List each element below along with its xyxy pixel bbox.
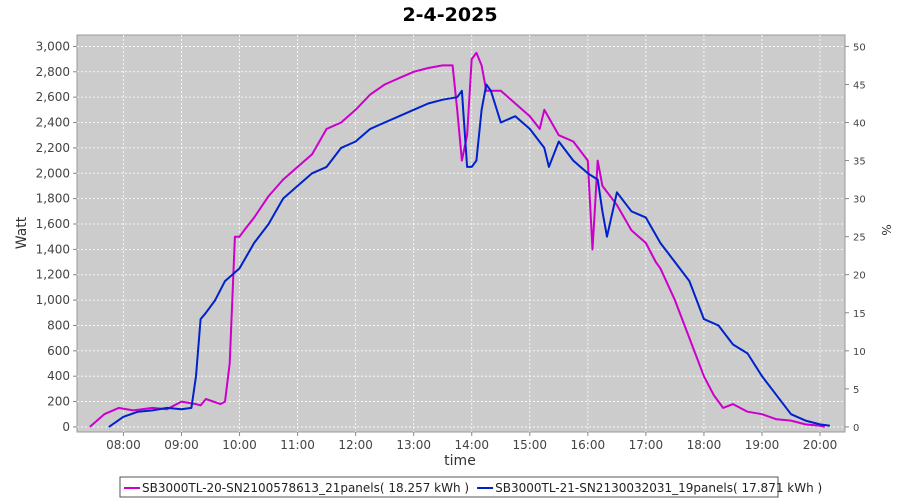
x-tick-label: 08:00 [106,438,141,452]
y2-tick-label: 40 [853,119,866,130]
series-line [89,51,825,428]
y-tick-label: 800 [47,318,70,332]
y-tick-label: 0 [62,420,70,434]
legend-label: SB3000TL-20-SN2100578613_21panels( 18.25… [142,481,469,495]
y-axis-label: Watt [14,216,30,249]
legend: SB3000TL-20-SN2100578613_21panels( 18.25… [119,476,822,498]
x-tick-label: 16:00 [571,438,606,452]
y2-axis-label: % [879,224,893,235]
y2-tick-label: 35 [853,157,866,168]
y-tick-label: 2,200 [36,141,70,155]
x-tick-label: 13:00 [396,438,431,452]
y-tick-label: 2,800 [36,65,70,79]
y-tick-label: 3,000 [36,39,70,53]
y2-tick-label: 15 [853,309,866,320]
x-tick-label: 14:00 [454,438,489,452]
x-tick-label: 19:00 [745,438,780,452]
y-tick-label: 1,600 [36,217,70,231]
y-tick-label: 200 [47,395,70,409]
y-tick-label: 2,400 [36,116,70,130]
y-tick-label: 400 [47,369,70,383]
x-tick-label: 10:00 [222,438,257,452]
y-tick-label: 1,800 [36,192,70,206]
plot-area [76,34,846,433]
y2-tick-label: 25 [853,233,866,244]
x-tick-label: 15:00 [512,438,547,452]
chart-title: 2-4-2025 [402,4,497,26]
series-line [108,83,831,428]
y2-tick-label: 20 [853,271,866,282]
y-tick-label: 2,600 [36,90,70,104]
x-tick-label: 12:00 [338,438,373,452]
y2-tick-label: 50 [853,42,866,53]
x-tick-label: 09:00 [164,438,199,452]
x-tick-label: 17:00 [629,438,664,452]
x-tick-label: 11:00 [280,438,315,452]
y-tick-label: 1,000 [36,293,70,307]
y2-tick-label: 5 [853,385,859,396]
y-tick-label: 2,000 [36,166,70,180]
y2-tick-label: 0 [853,423,859,434]
legend-box [119,476,779,498]
y-tick-label: 600 [47,344,70,358]
x-tick-label: 20:00 [803,438,838,452]
y-tick-label: 1,400 [36,242,70,256]
y2-tick-label: 45 [853,80,866,91]
legend-label: SB3000TL-21-SN2130032031_19panels( 17.87… [495,481,822,495]
x-tick-label: 18:00 [687,438,722,452]
x-axis-label: time [444,453,476,469]
y2-tick-label: 10 [853,347,866,358]
y2-tick-label: 30 [853,195,866,206]
y-tick-label: 1,200 [36,268,70,282]
